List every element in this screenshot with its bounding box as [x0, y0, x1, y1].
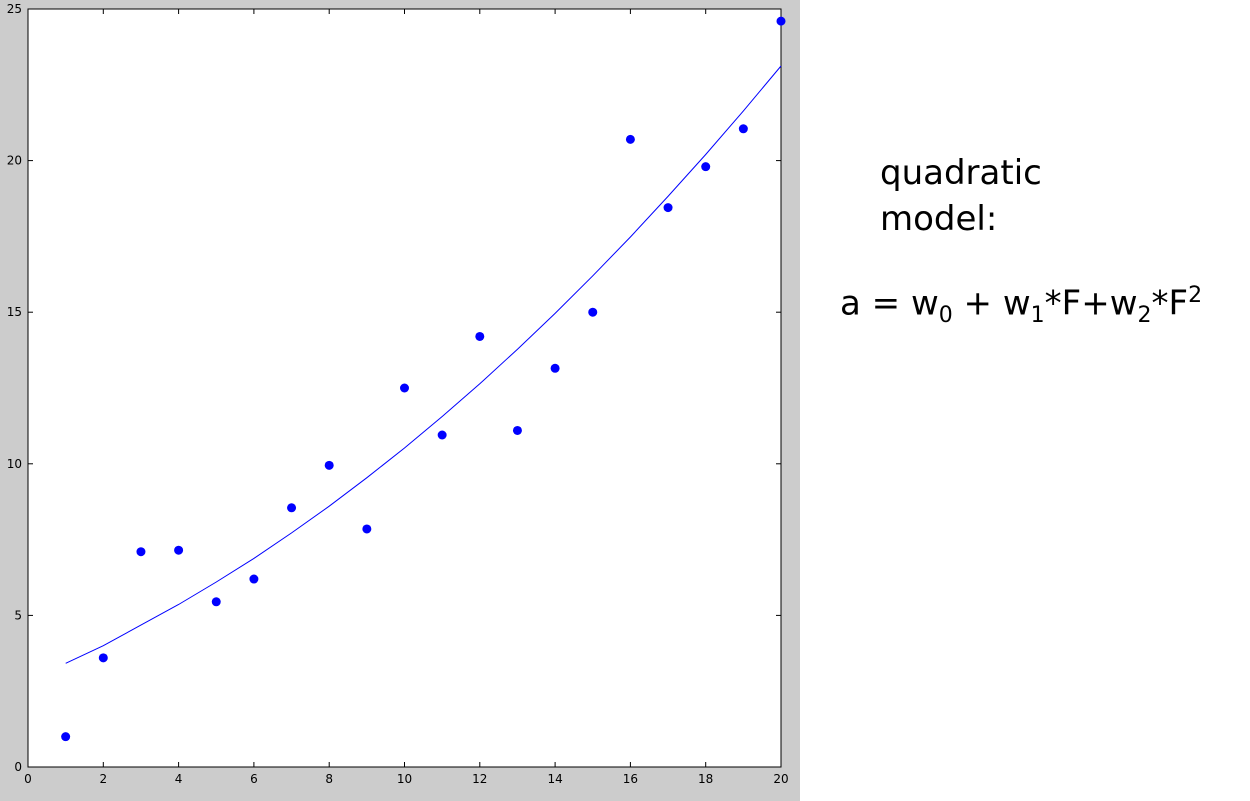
data-point [475, 331, 485, 341]
data-points [61, 16, 786, 742]
x-tick-label: 20 [773, 772, 788, 786]
chart: 0 2 4 6 8 10 12 14 16 18 20 0 5 10 15 20 25 [7, 2, 789, 786]
x-tick-label: 18 [698, 772, 713, 786]
y-tick-label: 0 [14, 760, 22, 774]
y-axis: 0 5 10 15 20 25 [7, 2, 781, 774]
x-tick-label: 10 [397, 772, 412, 786]
x-tick-label: 4 [175, 772, 183, 786]
data-point [98, 653, 108, 663]
y-tick-label: 5 [14, 608, 22, 622]
y-tick-label: 20 [7, 154, 22, 168]
fit-curve [65, 65, 782, 664]
equation-lhs: a = w [840, 283, 939, 324]
figure-panel: 0 2 4 6 8 10 12 14 16 18 20 0 5 10 15 20 25 [0, 0, 800, 801]
x-tick-label: 8 [325, 772, 333, 786]
data-point [174, 545, 184, 555]
x-tick-label: 2 [99, 772, 107, 786]
equation-sub-2: 2 [1137, 303, 1152, 329]
data-point [249, 574, 259, 584]
x-axis: 0 2 4 6 8 10 12 14 16 18 20 [24, 9, 789, 786]
y-tick-label: 10 [7, 457, 22, 471]
equation-part-2: + w [952, 283, 1031, 324]
x-tick-label: 16 [623, 772, 638, 786]
y-tick-label: 15 [7, 305, 22, 319]
equation-sub-1: 1 [1030, 303, 1045, 329]
model-equation: a = w0 + w1*F+w2*F2 [840, 274, 1202, 338]
equation-sup-2: 2 [1188, 283, 1203, 308]
data-point [550, 363, 560, 373]
x-tick-label: 0 [24, 772, 32, 786]
equation-part-3: *F+w [1044, 283, 1138, 324]
equation-part-4: *F [1151, 283, 1189, 324]
x-tick-label: 12 [472, 772, 487, 786]
data-point [663, 203, 673, 213]
data-point [136, 547, 146, 557]
data-point [324, 460, 334, 470]
model-title: quadratic model: [880, 153, 1042, 239]
data-point [738, 124, 748, 134]
data-point [776, 16, 786, 26]
model-annotation: quadratic model: a = w0 + w1*F+w2*F2 [840, 150, 1202, 338]
data-point [512, 425, 522, 435]
data-point [701, 162, 711, 172]
equation-sub-0: 0 [938, 303, 953, 329]
data-point [400, 383, 409, 393]
x-tick-label: 6 [250, 772, 258, 786]
data-point [437, 430, 447, 440]
data-point [588, 307, 598, 317]
data-point [625, 134, 635, 144]
data-point [211, 597, 221, 607]
x-tick-label: 14 [547, 772, 562, 786]
data-point [287, 503, 297, 513]
data-point [362, 524, 372, 534]
y-tick-label: 25 [7, 2, 22, 16]
data-point [61, 732, 71, 742]
